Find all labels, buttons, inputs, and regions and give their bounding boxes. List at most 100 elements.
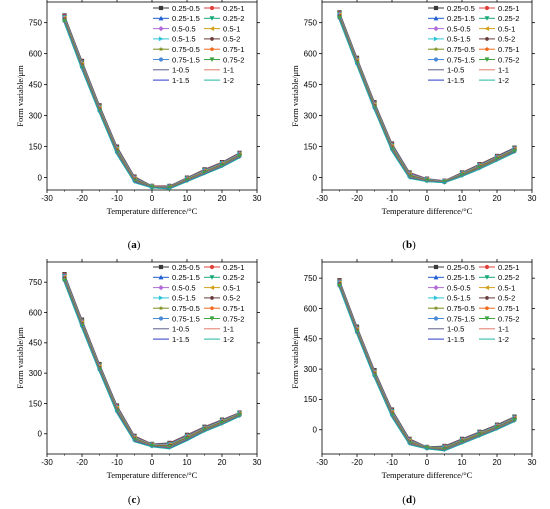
- legend-entry: 1-2: [223, 335, 234, 344]
- legend-entry: 1-1.5: [447, 335, 464, 344]
- legend-entry: 0.25-0.5: [447, 4, 475, 13]
- legend-entry: 0.5-2: [498, 294, 515, 303]
- legend-entry: 0.75-1.5: [447, 55, 475, 64]
- legend-entry: 0.25-1: [223, 263, 245, 272]
- series-line: [339, 18, 515, 183]
- legend-entry: 0.75-2: [498, 55, 520, 64]
- series-line: [64, 16, 240, 187]
- legend-swatch-marker: [209, 275, 215, 280]
- x-axis-title: Temperature difference/°C: [382, 470, 473, 480]
- legend-swatch-marker: [210, 306, 214, 310]
- series-line: [339, 286, 515, 451]
- x-tick-label: -20: [351, 194, 363, 203]
- legend-entry: 0.75-1: [498, 304, 520, 313]
- legend-swatch-marker: [484, 316, 490, 321]
- x-tick-label: 0: [425, 458, 430, 467]
- series-line: [64, 276, 240, 446]
- x-tick-label: 30: [253, 194, 262, 203]
- series-line: [339, 281, 515, 448]
- y-tick-label: 600: [29, 49, 43, 58]
- series-line: [339, 19, 515, 183]
- y-axis-title: Form variable/μm: [290, 65, 300, 127]
- panel-label-close: ): [136, 494, 140, 506]
- legend: 0.25-0.5 0.25-1 0.25-1.5 0.25-2 0.5-0.5 0.5-1…: [153, 263, 245, 344]
- legend-swatch-marker: [158, 285, 164, 291]
- legend-entry: 0.75-1: [498, 45, 520, 54]
- legend-entry: 0.75-1: [223, 45, 245, 54]
- legend-swatch-marker: [433, 285, 439, 291]
- legend-swatch-marker: [158, 46, 164, 52]
- series-line: [64, 21, 240, 189]
- chart-panel-c: -30 -20 -10 0 10 20 300150300450600750Temperat…: [15, 259, 262, 506]
- legend-swatch-marker: [433, 36, 439, 42]
- legend-entry: 0.5-0.5: [172, 283, 196, 292]
- legend-swatch-marker: [484, 57, 490, 62]
- y-tick-label: 300: [304, 365, 318, 374]
- legend-entry: 0.5-1: [223, 24, 240, 33]
- legend-swatch-marker: [484, 296, 490, 300]
- x-tick-label: 10: [458, 194, 467, 203]
- panel-label-letter: a: [131, 239, 137, 251]
- legend-entry: 1-0.5: [447, 325, 464, 334]
- legend-swatch-marker: [209, 26, 215, 31]
- series-line: [339, 287, 515, 452]
- data-point: [62, 19, 67, 24]
- data-point: [337, 16, 342, 21]
- legend-entry: 0.25-1.5: [447, 273, 475, 282]
- legend-swatch-marker: [433, 15, 439, 21]
- y-tick-label: 0: [313, 426, 318, 435]
- series-line: [64, 19, 240, 188]
- legend-swatch-marker: [158, 295, 164, 301]
- legend-swatch-marker: [433, 26, 439, 32]
- series-line: [339, 19, 515, 184]
- series-line: [64, 19, 240, 188]
- series-line: [64, 21, 240, 189]
- series-line: [64, 279, 240, 447]
- legend-entry: 0.75-1.5: [172, 314, 200, 323]
- series-line: [339, 15, 515, 182]
- series-line: [64, 278, 240, 447]
- legend-swatch-marker: [209, 285, 215, 290]
- y-tick-label: 0: [313, 173, 318, 182]
- legend-swatch-marker: [485, 306, 489, 310]
- panel-label-open: (: [402, 239, 406, 251]
- legend: 0.25-0.5 0.25-1 0.25-1.5 0.25-2 0.5-0.5 0.5-1…: [428, 263, 520, 344]
- x-axis-title: Temperature difference/°C: [107, 206, 198, 216]
- data-point: [62, 278, 67, 284]
- legend-entry: 0.5-1.5: [172, 294, 196, 303]
- legend-swatch-marker: [433, 46, 439, 52]
- x-tick-label: -10: [111, 458, 123, 467]
- panel-label-open: (: [128, 494, 132, 506]
- legend-entry: 0.5-1: [223, 283, 240, 292]
- legend-swatch-marker: [484, 5, 490, 11]
- panel-label: (b): [402, 239, 416, 251]
- series-line: [339, 280, 515, 448]
- legend-entry: 1-0.5: [447, 66, 464, 75]
- x-tick-label: -30: [316, 458, 328, 467]
- legend-entry: 0.5-0.5: [447, 283, 471, 292]
- legend-entry: 0.25-0.5: [172, 4, 200, 13]
- legend: 0.25-0.5 0.25-1 0.25-1.5 0.25-2 0.5-0.5 0.5-1…: [153, 4, 245, 85]
- x-tick-label: 0: [150, 194, 155, 203]
- legend-entry: 0.75-2: [498, 314, 520, 323]
- panel-label-close: ): [412, 239, 416, 251]
- series-line: [64, 274, 240, 445]
- series-line: [64, 23, 240, 190]
- y-tick-label: 600: [304, 49, 318, 58]
- legend-entry: 0.25-1: [498, 4, 520, 13]
- series-group: [61, 272, 243, 450]
- y-tick-label: 750: [29, 278, 43, 287]
- series-line: [339, 287, 515, 451]
- x-tick-label: 20: [218, 194, 227, 203]
- x-tick-label: 10: [183, 194, 192, 203]
- legend-swatch-marker: [433, 305, 439, 311]
- series-line: [339, 17, 515, 183]
- series-line: [64, 22, 240, 190]
- series-line: [339, 285, 515, 450]
- series-line: [64, 18, 240, 188]
- series-line: [64, 22, 240, 190]
- legend-swatch-marker: [158, 15, 164, 21]
- series-line: [64, 277, 240, 446]
- y-tick-label: 450: [29, 80, 43, 89]
